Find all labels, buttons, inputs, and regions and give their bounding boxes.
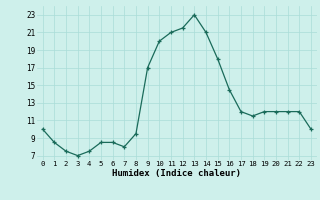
- X-axis label: Humidex (Indice chaleur): Humidex (Indice chaleur): [112, 169, 241, 178]
